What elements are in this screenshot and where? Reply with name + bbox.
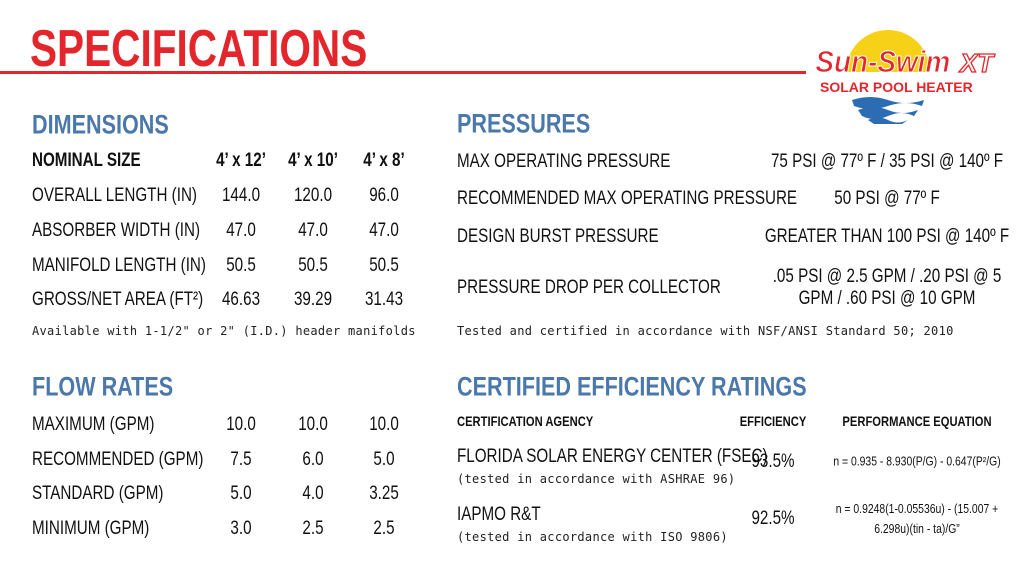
column-header: 4’ x 8’	[363, 150, 405, 172]
section-title: CERTIFIED EFFICIENCY RATINGS	[457, 371, 807, 402]
row-label: OVERALL LENGTH (IN)	[32, 185, 197, 207]
agency-detail: (tested in accordance with ISO 9806)	[457, 530, 728, 545]
column-header: 4’ x 10’	[288, 150, 338, 172]
logo-wave	[858, 107, 918, 119]
cell: 50.5	[226, 255, 256, 277]
row-label: DESIGN BURST PRESSURE	[457, 226, 659, 248]
section-title: FLOW RATES	[32, 371, 174, 402]
logo-wave	[852, 97, 924, 109]
section-title: PRESSURES	[457, 108, 591, 139]
logo-suffix: XT	[958, 48, 995, 78]
row-label: STANDARD (GPM)	[32, 483, 164, 505]
section-title: DIMENSIONS	[32, 109, 169, 140]
column-header: NOMINAL SIZE	[32, 150, 141, 172]
cell: 50 PSI @ 77º F	[834, 188, 940, 210]
agency-detail: (tested in accordance with ASHRAE 96)	[457, 472, 736, 487]
cell: 5.0	[230, 483, 252, 505]
cell: 2.5	[373, 518, 395, 540]
cell: 47.0	[298, 220, 328, 242]
cell: 6.0	[302, 449, 324, 471]
page-title: SPECIFICATIONS	[30, 20, 368, 79]
logo-brand: Sun-Swim	[815, 45, 950, 80]
column-header: 4’ x 12’	[216, 150, 266, 172]
row-label: PRESSURE DROP PER COLLECTOR	[457, 277, 721, 299]
cell: 31.43	[364, 289, 404, 311]
row-label: MAX OPERATING PRESSURE	[457, 151, 671, 173]
cell: GREATER THAN 100 PSI @ 140º F	[764, 226, 1010, 248]
cell: 2.5	[302, 518, 324, 540]
note: Tested and certified in accordance with …	[457, 324, 954, 339]
cell: 47.0	[226, 220, 256, 242]
cell: 10.0	[226, 414, 256, 436]
agency: FLORIDA SOLAR ENERGY CENTER (FSEC)	[457, 446, 768, 468]
cell: 5.0	[373, 449, 395, 471]
cell: 10.0	[298, 414, 328, 436]
efficiency: 92.5%	[751, 508, 795, 530]
title-rule	[0, 71, 806, 74]
note: Available with 1-1/2" or 2" (I.D.) heade…	[32, 324, 416, 339]
logo-tagline: SOLAR POOL HEATER	[820, 79, 973, 95]
logo-wave	[868, 117, 908, 124]
cell: .05 PSI @ 2.5 GPM / .20 PSI @ 5 GPM / .6…	[772, 266, 1002, 309]
row-label: RECOMMENDED MAX OPERATING PRESSURE	[457, 188, 798, 210]
agency: IAPMO R&T	[457, 504, 541, 526]
row-label: ABSORBER WIDTH (IN)	[32, 220, 201, 242]
column-header: PERFORMANCE EQUATION	[842, 412, 992, 429]
logo-sun	[846, 30, 930, 72]
row-label: GROSS/NET AREA (FT²)	[32, 289, 204, 311]
column-header: CERTIFICATION AGENCY	[457, 412, 594, 429]
cell: 50.5	[369, 255, 399, 277]
cell: 50.5	[298, 255, 328, 277]
cell: 144.0	[221, 185, 261, 207]
cell: 3.25	[369, 483, 399, 505]
cell: 47.0	[369, 220, 399, 242]
row-label: MINIMUM (GPM)	[32, 518, 150, 540]
cell: 4.0	[302, 483, 324, 505]
logo: Sun-Swim XT SOLAR POOL HEATER	[815, 30, 996, 124]
row-label: MANIFOLD LENGTH (IN)	[32, 255, 206, 277]
cell: 75 PSI @ 77º F / 35 PSI @ 140º F	[770, 151, 1004, 173]
cell: 46.63	[221, 289, 261, 311]
cell: 39.29	[293, 289, 333, 311]
cell: 120.0	[293, 185, 333, 207]
efficiency: 93.5%	[751, 451, 795, 473]
cell: 10.0	[369, 414, 399, 436]
row-label: MAXIMUM (GPM)	[32, 414, 155, 436]
column-header: EFFICIENCY	[739, 412, 807, 429]
row-label: RECOMMENDED (GPM)	[32, 449, 204, 471]
cell: 3.0	[230, 518, 252, 540]
equation: n = 0.935 - 8.930(P/G) - 0.647(P²/G)	[833, 453, 1001, 469]
cell: 7.5	[230, 449, 252, 471]
equation: n = 0.9248(1-0.05536u) - (15.007 + 6.298…	[835, 501, 999, 536]
cell: 96.0	[369, 185, 399, 207]
